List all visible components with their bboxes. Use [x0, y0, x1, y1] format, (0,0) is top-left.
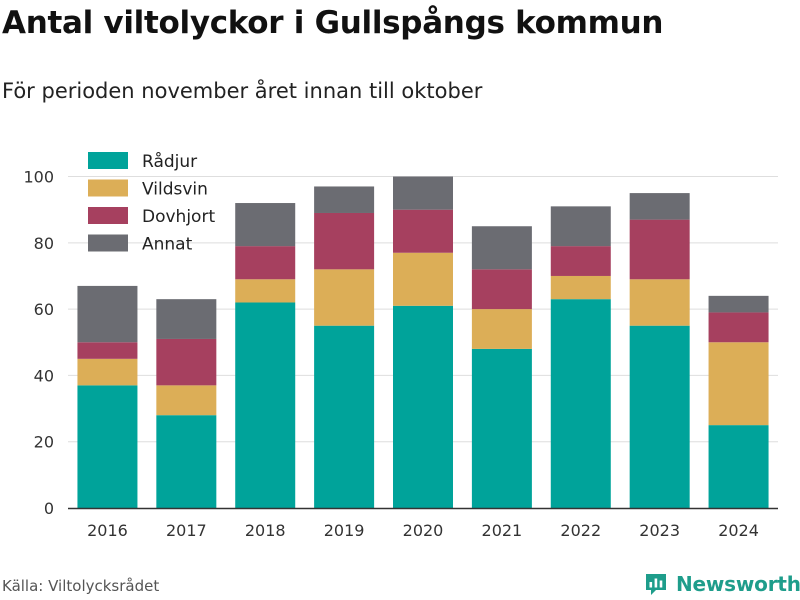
bar-segment-r-djur	[314, 325, 375, 508]
bar-segment-annat	[235, 203, 296, 247]
y-tick-label: 20	[34, 433, 54, 452]
newsworthy-logo-icon	[646, 574, 666, 595]
bar-segment-dovhjort	[629, 219, 690, 280]
x-tick-label: 2016	[87, 521, 128, 540]
bar-segment-vildsvin	[314, 269, 375, 326]
bar-segment-r-djur	[550, 299, 611, 508]
legend: Rådjur Vildsvin Dovhjort Annat	[88, 151, 215, 255]
legend-label: Rådjur	[142, 151, 197, 172]
legend-label: Vildsvin	[142, 180, 208, 200]
bar-segment-r-djur	[156, 415, 217, 508]
source-note: Källa: Viltolycksrådet	[2, 577, 160, 595]
bar-segment-r-djur	[708, 425, 769, 508]
bar-segment-annat	[77, 285, 138, 343]
bar-segment-r-djur	[393, 305, 453, 508]
brand-name: Newsworthy	[676, 572, 800, 596]
bar-segment-vildsvin	[708, 342, 769, 426]
bars	[77, 176, 769, 508]
legend-label: Dovhjort	[142, 207, 215, 227]
bar-segment-dovhjort	[550, 246, 611, 276]
bar-segment-annat	[550, 206, 611, 247]
legend-swatch	[88, 207, 128, 224]
brand[interactable]: Newsworthy	[644, 569, 800, 599]
x-tick-label: 2023	[639, 521, 680, 540]
bar-segment-dovhjort	[77, 342, 138, 359]
y-tick-label: 60	[34, 300, 54, 319]
bar-segment-vildsvin	[235, 279, 296, 303]
bar-segment-dovhjort	[156, 338, 217, 386]
legend-swatch	[88, 179, 128, 197]
bar-segment-dovhjort	[708, 312, 769, 343]
x-tick-label: 2020	[403, 521, 444, 540]
x-tick-label: 2018	[245, 521, 286, 540]
chart-title: Antal viltolyckor i Gullspångs kommun	[2, 5, 664, 41]
bar-segment-r-djur	[471, 348, 532, 508]
bar-segment-annat	[708, 295, 769, 313]
bar-segment-annat	[629, 193, 690, 220]
bar-segment-vildsvin	[393, 252, 453, 306]
y-tick-label: 40	[34, 366, 54, 385]
x-tick-label: 2017	[166, 521, 207, 540]
x-tick-label: 2021	[482, 521, 523, 540]
y-tick-label: 0	[44, 499, 54, 518]
bar-segment-vildsvin	[550, 275, 611, 300]
x-tick-label: 2019	[324, 521, 365, 540]
axes: 0 20 40 60 80 100 2016 2017 2018 2019 2020 2021 2022…	[23, 168, 778, 540]
bar-segment-dovhjort	[393, 209, 453, 253]
bar-segment-annat	[314, 186, 375, 213]
bar-segment-vildsvin	[471, 309, 532, 349]
legend-swatch	[88, 152, 128, 169]
bar-segment-r-djur	[235, 302, 296, 508]
bar-segment-annat	[156, 299, 217, 339]
bar-segment-annat	[471, 226, 532, 270]
bar-segment-r-djur	[77, 385, 138, 508]
bar-segment-dovhjort	[235, 246, 296, 280]
x-tick-label: 2024	[718, 521, 759, 540]
legend-label: Annat	[142, 235, 193, 255]
bar-segment-dovhjort	[314, 212, 375, 270]
x-tick-label: 2022	[560, 521, 601, 540]
y-tick-label: 80	[34, 234, 54, 253]
bar-segment-r-djur	[629, 325, 690, 508]
bar-segment-dovhjort	[471, 269, 532, 310]
legend-swatch	[88, 234, 128, 252]
y-tick-label: 100	[23, 168, 54, 187]
bar-segment-annat	[393, 176, 453, 210]
bar-segment-vildsvin	[629, 279, 690, 326]
bar-segment-vildsvin	[77, 358, 138, 386]
chart-subtitle: För perioden november året innan till ok…	[2, 79, 483, 103]
bar-segment-vildsvin	[156, 385, 217, 416]
